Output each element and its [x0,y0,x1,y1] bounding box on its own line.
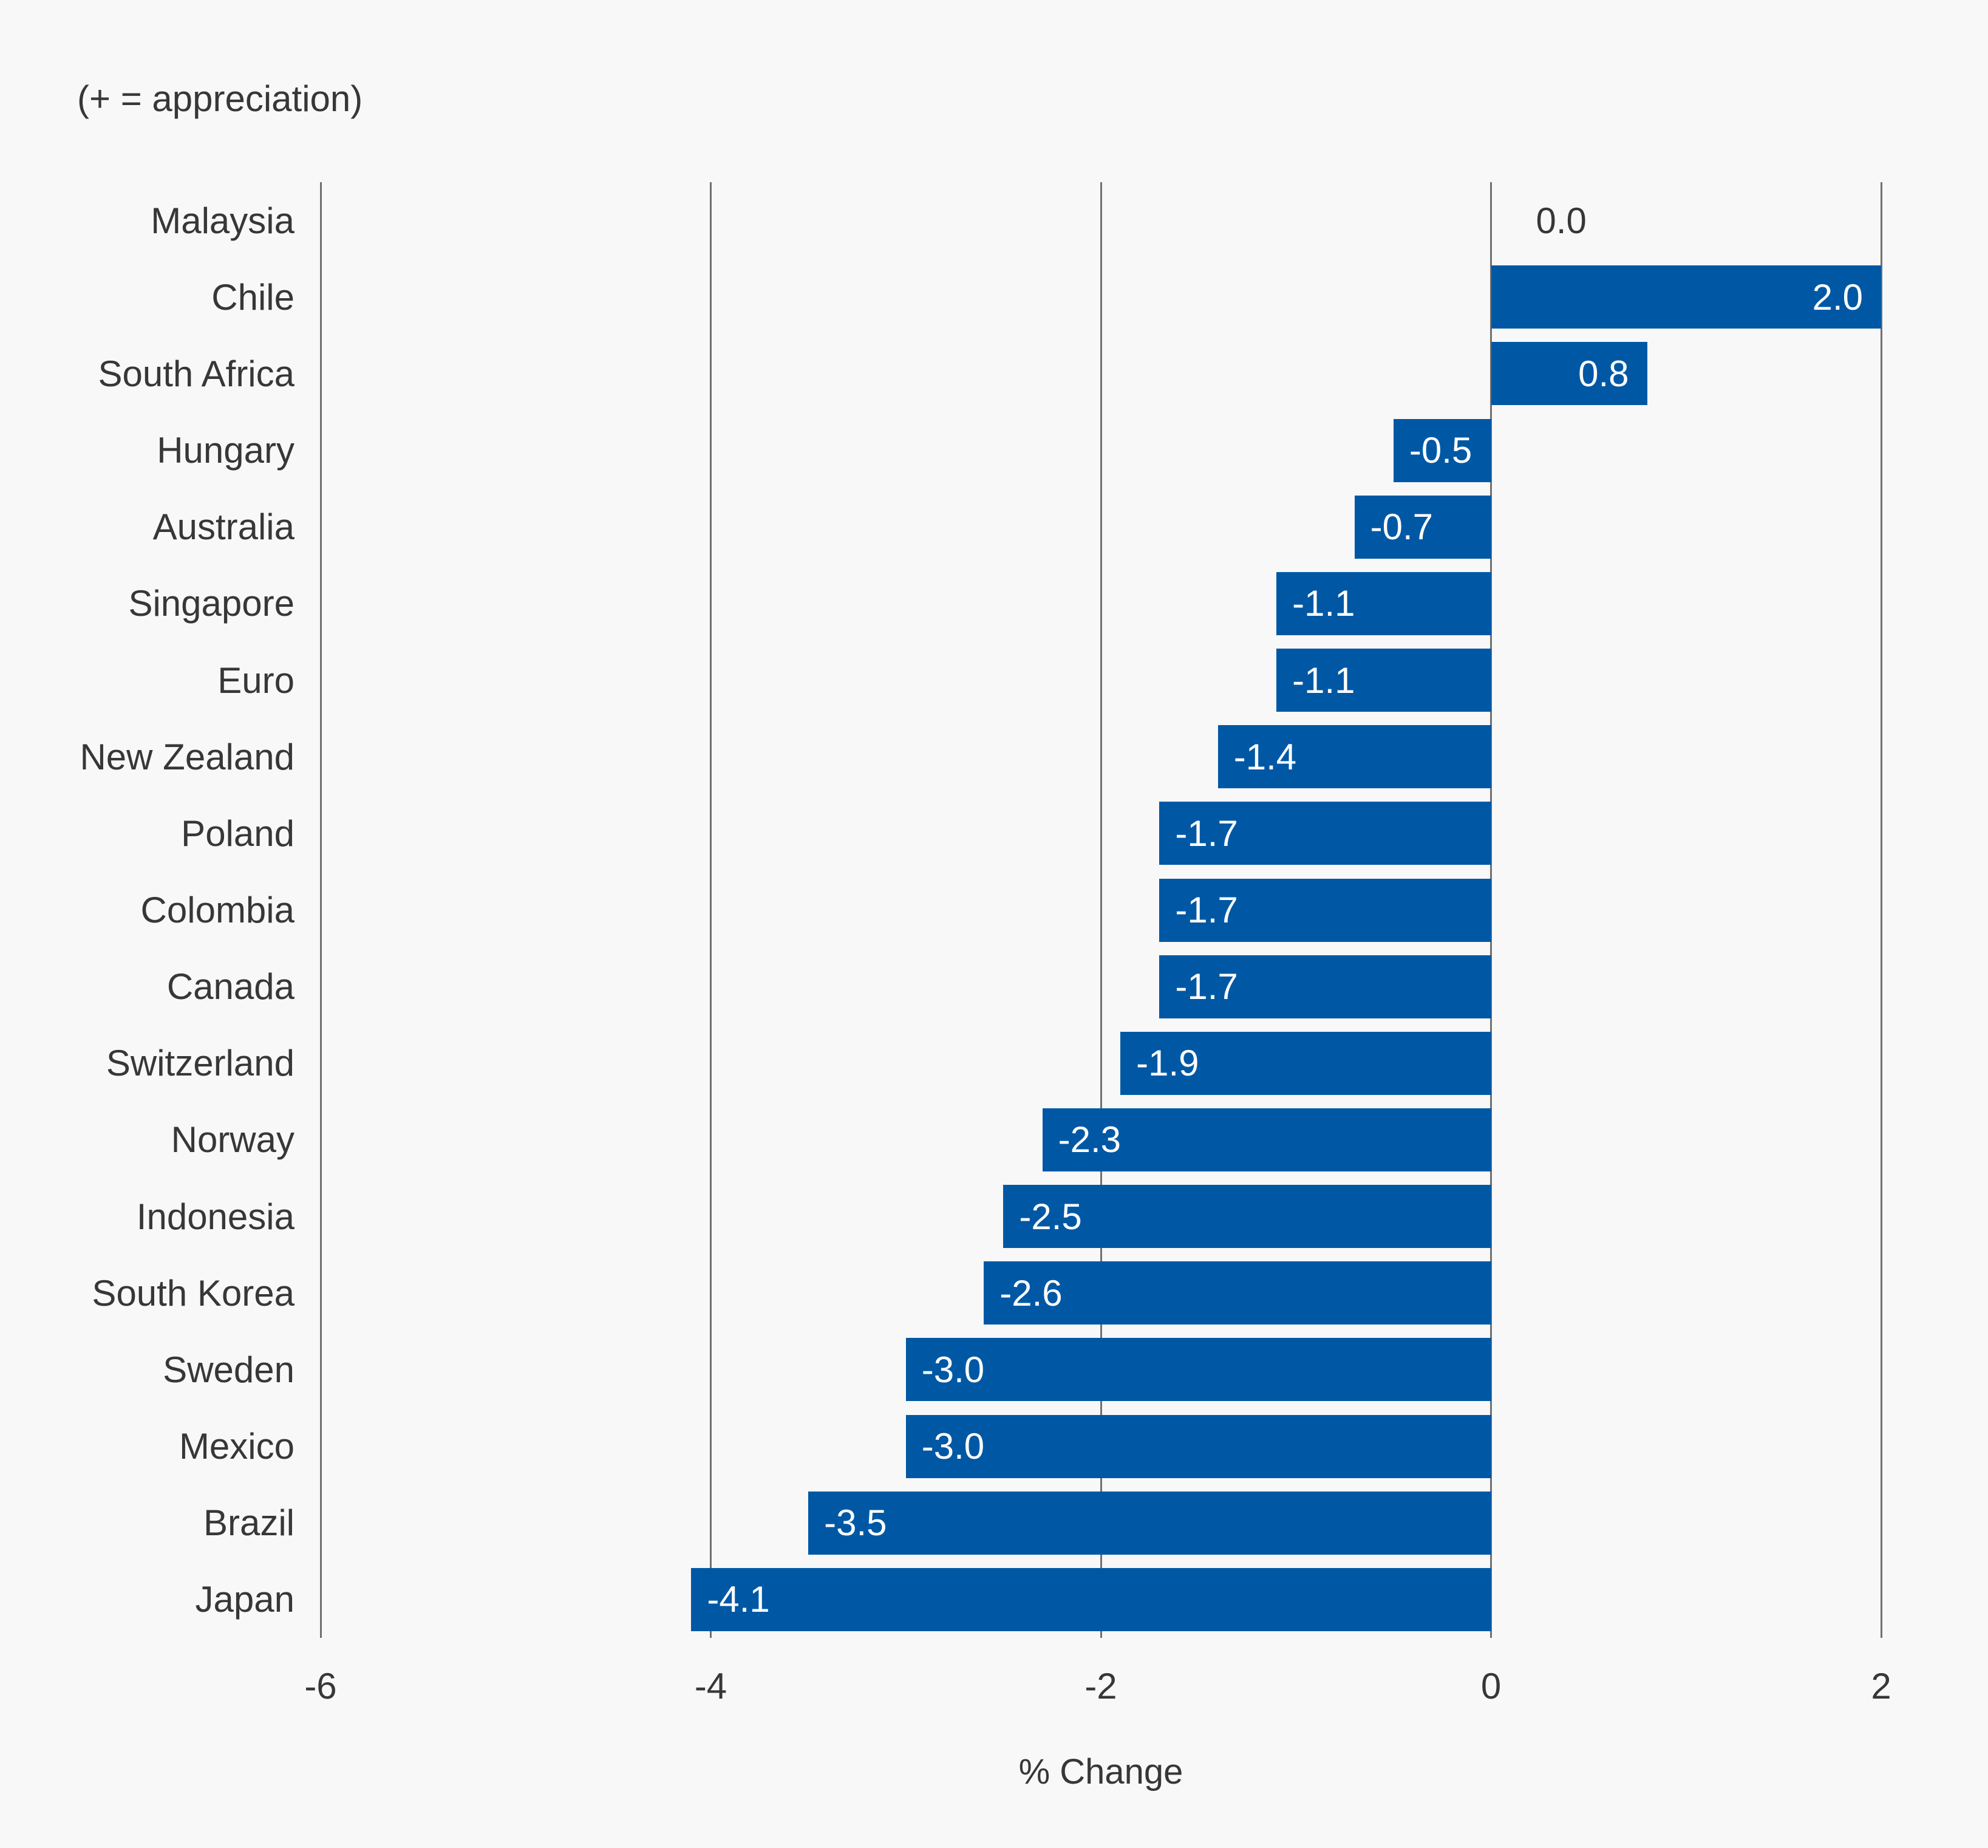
bar-colombia [1159,878,1491,942]
gridline [319,182,322,1638]
value-label-australia: -0.7 [1370,506,1434,548]
x-axis-title: % Change [1018,1752,1183,1792]
bar-south-korea [984,1261,1491,1325]
category-label-brazil: Brazil [203,1502,294,1544]
bar-euro [1276,649,1491,712]
category-label-colombia: Colombia [140,889,294,930]
bar-poland [1159,802,1491,865]
bar-chile [1491,265,1881,329]
value-label-sweden: -3.0 [921,1349,985,1390]
value-label-south-africa: 0.8 [1578,353,1629,394]
x-tick-label--6: -6 [304,1666,337,1707]
bar-hungary [1393,418,1491,482]
category-label-chile: Chile [211,276,294,318]
category-label-south-korea: South Korea [92,1272,294,1314]
value-label-japan: -4.1 [707,1579,770,1620]
value-label-colombia: -1.7 [1175,890,1238,930]
bar-singapore [1276,571,1491,635]
value-label-euro: -1.1 [1292,660,1355,701]
category-label-australia: Australia [152,506,294,548]
bar-mexico [905,1414,1491,1478]
category-label-euro: Euro [217,660,294,701]
value-label-indonesia: -2.5 [1019,1196,1082,1237]
category-label-mexico: Mexico [179,1426,294,1467]
bar-australia [1354,495,1491,559]
category-label-indonesia: Indonesia [136,1196,294,1237]
value-label-switzerland: -1.9 [1136,1043,1199,1084]
category-label-norway: Norway [171,1119,294,1161]
bar-switzerland [1120,1031,1491,1095]
x-tick-label--2: -2 [1084,1666,1117,1707]
category-label-hungary: Hungary [157,430,294,471]
bar-norway [1042,1108,1491,1171]
value-label-canada: -1.7 [1175,966,1238,1008]
value-label-poland: -1.7 [1175,813,1238,854]
bar-brazil [808,1491,1491,1555]
gridline [1880,182,1882,1638]
category-label-switzerland: Switzerland [106,1043,294,1084]
value-label-chile: 2.0 [1812,276,1863,318]
bar-canada [1159,955,1491,1018]
value-label-brazil: -3.5 [824,1502,887,1544]
category-label-sweden: Sweden [163,1349,294,1390]
category-label-poland: Poland [181,813,294,854]
value-label-singapore: -1.1 [1292,583,1355,624]
bar-new-zealand [1217,725,1491,789]
bar-sweden [905,1338,1491,1402]
x-tick-label-2: 2 [1871,1666,1891,1707]
gridline [710,182,712,1638]
bar-indonesia [1003,1185,1491,1249]
category-label-japan: Japan [195,1579,294,1620]
category-label-canada: Canada [166,966,294,1008]
value-label-norway: -2.3 [1058,1119,1122,1161]
value-label-mexico: -3.0 [921,1426,985,1467]
value-label-hungary: -0.5 [1409,430,1472,471]
value-label-new-zealand: -1.4 [1233,736,1297,777]
chart-annotation: (+ = appreciation) [77,78,363,119]
gridline [1100,182,1102,1638]
value-label-south-korea: -2.6 [999,1272,1063,1314]
category-label-new-zealand: New Zealand [80,736,294,777]
bar-south-africa [1491,342,1647,406]
category-label-malaysia: Malaysia [151,200,294,241]
bar-japan [691,1567,1491,1631]
category-label-singapore: Singapore [128,583,294,624]
category-label-south-africa: South Africa [98,353,294,394]
gridline [1490,182,1492,1638]
x-tick-label-0: 0 [1480,1666,1502,1707]
x-tick-label--4: -4 [694,1666,727,1707]
value-label-malaysia: 0.0 [1536,200,1587,241]
